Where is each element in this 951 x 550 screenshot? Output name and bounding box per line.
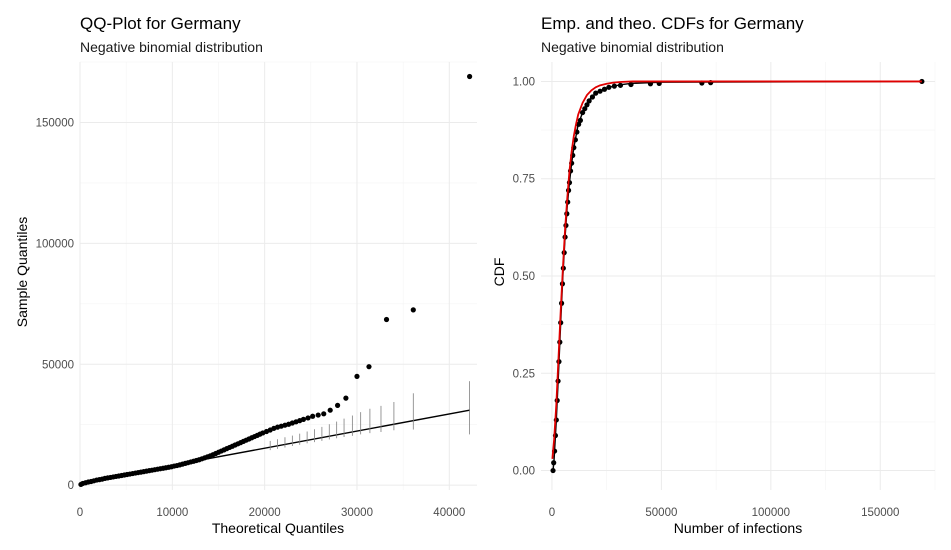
qq-plot-data-point [321, 411, 327, 417]
qq-plot-y-axis-title: Sample Quantiles [14, 217, 30, 328]
qq-plot-data-point [327, 407, 333, 413]
qq-plot-y-ticks: 0 50000 100000 150000 [36, 117, 74, 492]
qq-plot-y-tick-label: 100000 [36, 238, 74, 250]
cdf-x-axis-title: Number of infections [674, 520, 802, 536]
qq-plot-x-tick-label: 10000 [156, 507, 188, 519]
cdf-subtitle: Negative binomial distribution [541, 39, 724, 55]
qq-plot-subtitle: Negative binomial distribution [80, 39, 263, 55]
cdf-y-axis-title: CDF [491, 258, 507, 287]
cdf-x-ticks: 0 50000 100000 150000 [549, 507, 900, 519]
cdf-y-ticks: 0.00 0.25 0.50 0.75 1.00 [513, 76, 535, 477]
qq-plot-title: QQ-Plot for Germany [80, 14, 241, 33]
qq-plot-panel: QQ-Plot for Germany Negative binomial di… [14, 14, 477, 536]
qq-plot-x-tick-label: 20000 [249, 507, 281, 519]
qq-plot-x-tick-label: 40000 [433, 507, 465, 519]
qq-plot-grid [79, 61, 477, 490]
cdf-grid [541, 62, 936, 490]
cdf-x-tick-label: 100000 [752, 507, 790, 519]
qq-plot-y-tick-label: 150000 [36, 117, 74, 129]
qq-plot-data-point [300, 416, 307, 422]
cdf-y-tick-label: 0.50 [513, 271, 535, 283]
qq-plot-y-tick-label: 0 [68, 480, 74, 492]
cdf-title: Emp. and theo. CDFs for Germany [541, 14, 804, 33]
qq-plot-data-point [310, 413, 316, 419]
cdf-y-tick-label: 0.25 [513, 368, 535, 380]
qq-plot-x-ticks: 0 10000 20000 30000 40000 [77, 507, 465, 519]
cdf-series-line-2 [551, 80, 922, 459]
qq-plot-data-point [383, 316, 390, 323]
cdf-y-tick-label: 1.00 [513, 76, 535, 88]
cdf-panel: Emp. and theo. CDFs for Germany Negative… [491, 14, 936, 536]
cdf-x-tick-label: 150000 [861, 507, 899, 519]
cdf-y-tick-label: 0.00 [513, 466, 535, 478]
qq-plot-x-tick-label: 30000 [341, 507, 373, 519]
qq-plot-x-axis-title: Theoretical Quantiles [212, 520, 344, 536]
qq-plot-x-tick-label: 0 [77, 507, 83, 519]
qq-plot-data-point [315, 412, 321, 418]
qq-plot-data-point [410, 307, 416, 313]
cdf-y-tick-label: 0.75 [513, 174, 535, 186]
cdf-x-tick-label: 50000 [645, 507, 677, 519]
cdf-marks [550, 78, 925, 474]
qq-plot-data-point [334, 402, 341, 408]
qq-plot-data-point [343, 395, 349, 401]
qq-plot-marks [78, 73, 473, 488]
cdf-x-tick-label: 0 [549, 507, 555, 519]
qq-plot-data-point [305, 415, 311, 421]
qq-plot-data-point [354, 373, 360, 379]
qq-plot-data-point [366, 364, 372, 370]
qq-plot-data-point [467, 73, 473, 80]
qq-plot-series-line-1 [80, 409, 470, 483]
qq-plot-y-tick-label: 50000 [42, 359, 74, 371]
